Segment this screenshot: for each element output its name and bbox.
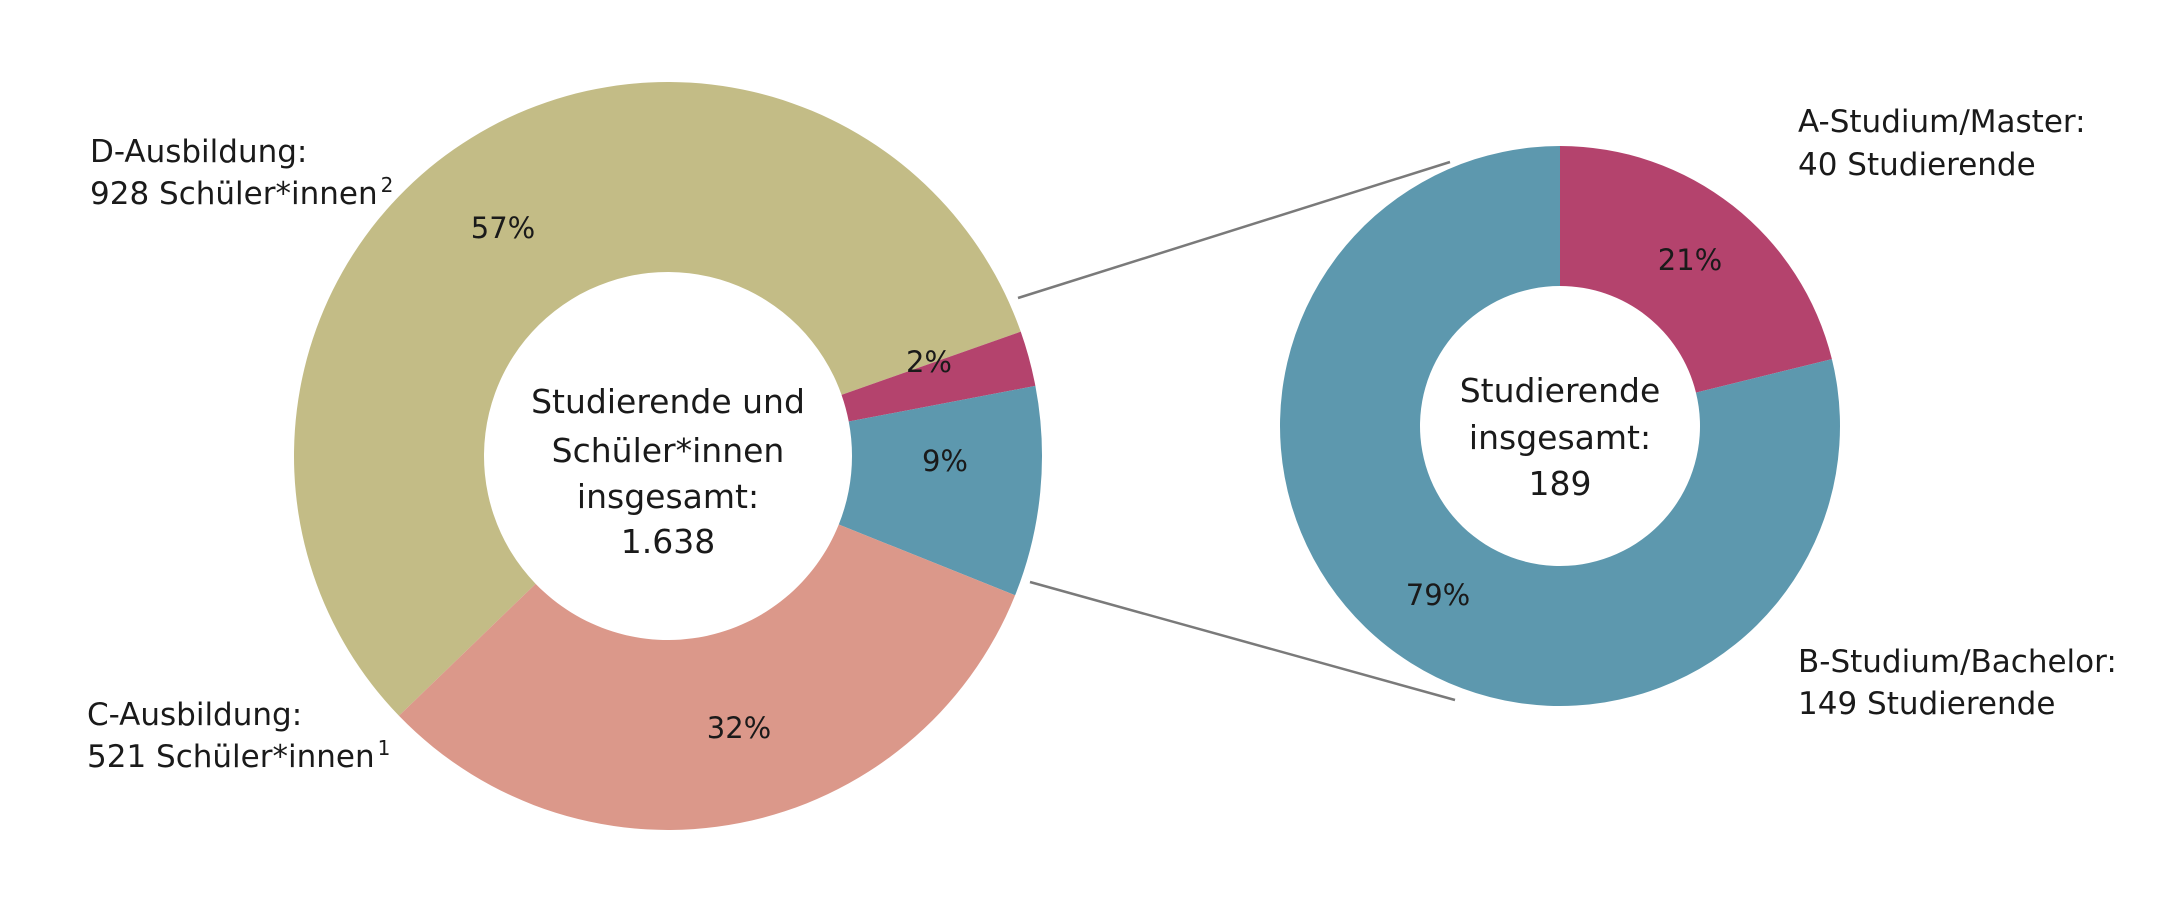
pct-label-master: 21% xyxy=(1658,243,1722,277)
slice-a-studium-master xyxy=(841,331,1036,422)
slice-bachelor xyxy=(1280,146,1841,707)
center-label-total: 1.638 xyxy=(621,522,715,561)
connector-line-bottom xyxy=(1029,580,1456,702)
annotation-title: D-Ausbildung: xyxy=(90,134,307,170)
pct-label-c-ausbildung: 32% xyxy=(707,711,771,745)
annotation-value: 928 Schüler*innen 2 xyxy=(90,173,393,212)
annotation-value-text: 521 Schüler*innen xyxy=(87,739,375,775)
annotation-a-studium-master: A-Studium/Master: 40 Studierende xyxy=(1798,104,2086,183)
center-label-total: 189 xyxy=(1529,464,1592,503)
footnote-marker: 1 xyxy=(378,736,391,760)
slice-master xyxy=(1560,146,1832,393)
center-label-line-2: insgesamt: xyxy=(1469,418,1651,457)
center-label-line-1: Studierende und xyxy=(531,382,805,421)
annotation-title: B-Studium/Bachelor: xyxy=(1798,644,2117,680)
annotation-value-text: 928 Schüler*innen xyxy=(90,176,378,212)
pct-label-bachelor: 79% xyxy=(1406,578,1470,612)
slice-b-studium-bachelor xyxy=(838,385,1042,596)
footnote-marker: 2 xyxy=(381,173,394,197)
donut-right: 21% 79% Studierende insgesamt: 189 xyxy=(1280,146,1841,707)
annotation-value: 521 Schüler*innen 1 xyxy=(87,736,390,775)
connector-line-top xyxy=(1017,160,1451,300)
annotation-b-studium-bachelor: B-Studium/Bachelor: 149 Studierende xyxy=(1798,644,2117,722)
center-label-line-1: Studierende xyxy=(1460,371,1661,410)
center-label-line-2: Schüler*innen xyxy=(552,431,785,470)
donut-left: 57% 2% 9% 32% Studierende und Schüler*in… xyxy=(294,82,1042,830)
slice-c-ausbildung xyxy=(398,524,1016,830)
annotation-value: 40 Studierende xyxy=(1798,147,2036,183)
annotation-value: 149 Studierende xyxy=(1798,686,2055,722)
annotation-c-ausbildung: C-Ausbildung: 521 Schüler*innen 1 xyxy=(87,697,390,775)
annotation-title: C-Ausbildung: xyxy=(87,697,302,733)
annotation-d-ausbildung: D-Ausbildung: 928 Schüler*innen 2 xyxy=(90,134,393,212)
pct-label-d-ausbildung: 57% xyxy=(471,211,535,245)
slice-d-ausbildung xyxy=(294,82,1021,716)
center-label-line-3: insgesamt: xyxy=(577,477,759,516)
annotation-title: A-Studium/Master: xyxy=(1798,104,2086,140)
pct-label-b-studium-bachelor: 9% xyxy=(922,444,968,478)
pct-label-a-studium-master: 2% xyxy=(906,345,952,379)
